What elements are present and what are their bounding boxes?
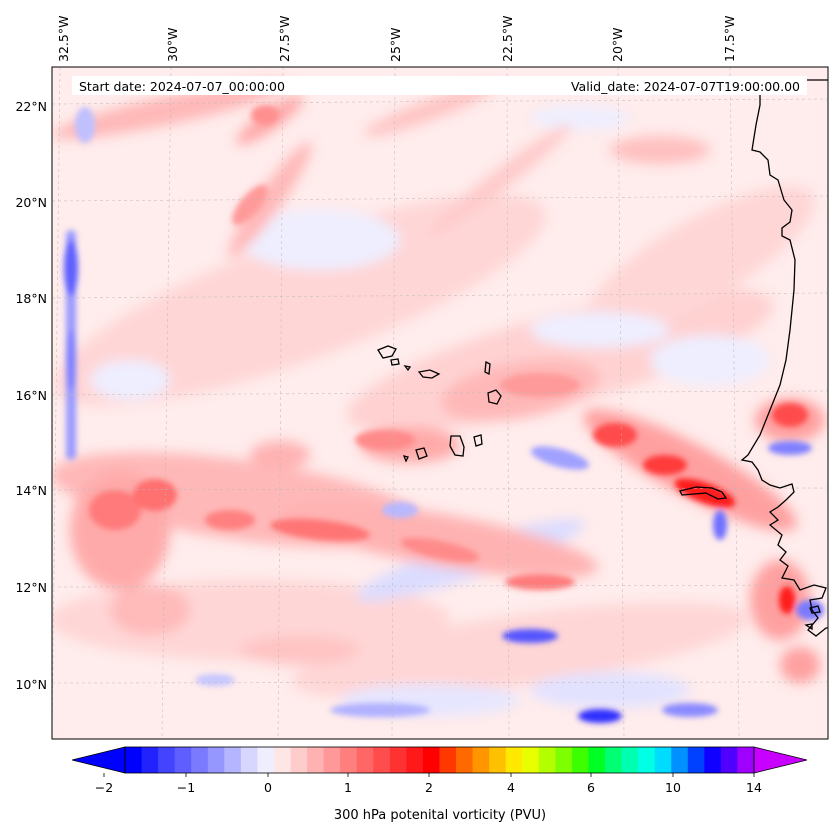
valid-date-label: Valid_date: 2024-07-07T19:00:00.00 bbox=[571, 79, 800, 94]
african-coastline bbox=[740, 79, 828, 637]
island-santo-antao bbox=[377, 345, 397, 359]
colorbar-segment bbox=[389, 747, 407, 773]
lat-label: 22°N bbox=[15, 99, 47, 114]
colorbar-segment bbox=[654, 747, 672, 773]
colorbar-segment bbox=[671, 747, 689, 773]
start-date-label: Start date: 2024-07-07_00:00:00 bbox=[79, 79, 285, 94]
colorbar-tick-label: 0 bbox=[264, 780, 272, 795]
colorbar-segment bbox=[240, 747, 259, 773]
colorbar-segment bbox=[257, 747, 275, 773]
colorbar-segment bbox=[687, 747, 705, 773]
colorbar-segment bbox=[323, 747, 341, 773]
colorbar-segment bbox=[406, 747, 424, 773]
colorbar-segment bbox=[340, 747, 358, 773]
latitude-labels: 22°N 20°N 18°N 16°N 14°N 12°N 10°N bbox=[15, 99, 47, 692]
colorbar-segment bbox=[207, 747, 225, 773]
island-boa-vista bbox=[487, 389, 502, 405]
colorbar-tick-label: 14 bbox=[746, 780, 762, 795]
map-frame bbox=[51, 66, 829, 740]
lon-label: 32.5°W bbox=[56, 16, 71, 62]
island-sal bbox=[484, 360, 491, 376]
lon-label: 25°W bbox=[388, 27, 403, 62]
colorbar-tick-label: 1 bbox=[344, 780, 352, 795]
colorbar-segment bbox=[720, 747, 739, 773]
colorbar-segment bbox=[356, 747, 374, 773]
lon-label: 22.5°W bbox=[500, 16, 515, 62]
colorbar-segment bbox=[489, 747, 507, 773]
lon-label: 30°W bbox=[165, 27, 180, 62]
island-bissagos bbox=[809, 605, 821, 614]
island-sao-vicente bbox=[390, 358, 400, 366]
colorbar-segment bbox=[158, 747, 176, 773]
colorbar-segment bbox=[373, 747, 391, 773]
coastlines bbox=[377, 79, 828, 637]
island-santa-luzia bbox=[403, 365, 412, 372]
colorbar-segment bbox=[522, 747, 540, 773]
colorbar-segment bbox=[588, 747, 606, 773]
colorbar-ticks: −2 −1 0 1 2 4 6 10 14 bbox=[95, 773, 762, 795]
colorbar-segment bbox=[174, 747, 192, 773]
colorbar-tick-label: 10 bbox=[665, 780, 681, 795]
colorbar-segment bbox=[472, 747, 490, 773]
colorbar-segment bbox=[555, 747, 573, 773]
colorbar-segment bbox=[737, 747, 755, 773]
colorbar-segments bbox=[125, 747, 755, 773]
colorbar-segment bbox=[704, 747, 722, 773]
lat-label: 16°N bbox=[15, 388, 47, 403]
colorbar: −2 −1 0 1 2 4 6 10 14 bbox=[71, 746, 808, 795]
vorticity-field bbox=[52, 67, 828, 739]
colorbar-segment bbox=[191, 747, 209, 773]
colorbar-segment bbox=[605, 747, 623, 773]
lat-label: 14°N bbox=[15, 483, 47, 498]
colorbar-tick-label: 4 bbox=[507, 780, 515, 795]
colorbar-segment bbox=[141, 747, 159, 773]
island-santiago bbox=[449, 435, 465, 457]
colorbar-frame bbox=[124, 746, 755, 774]
colorbar-segment bbox=[273, 747, 292, 773]
map-panel: Start date: 2024-07-07_00:00:00 Valid_da… bbox=[51, 66, 829, 740]
colorbar-tick-label: −2 bbox=[95, 780, 113, 795]
colorbar-segment bbox=[621, 747, 639, 773]
gambia-outline bbox=[679, 486, 728, 500]
colorbar-segment bbox=[538, 747, 556, 773]
longitude-labels: 32.5°W 30°W 27.5°W 25°W 22.5°W 20°W 17.5… bbox=[56, 16, 737, 62]
colorbar-segment bbox=[638, 747, 656, 773]
island-fogo bbox=[415, 447, 428, 460]
header-box bbox=[72, 76, 807, 95]
colorbar-segment bbox=[290, 747, 308, 773]
colorbar-tick-label: 2 bbox=[425, 780, 433, 795]
lat-label: 18°N bbox=[15, 291, 47, 306]
colorbar-segment bbox=[439, 747, 457, 773]
island-maio bbox=[473, 434, 483, 447]
colorbar-segment bbox=[125, 747, 143, 773]
lon-label: 27.5°W bbox=[277, 16, 292, 62]
island-bissagos-2 bbox=[804, 623, 813, 631]
colorbar-label: 300 hPa potenital vorticity (PVU) bbox=[333, 808, 547, 823]
colorbar-segment bbox=[307, 747, 325, 773]
island-sao-nicolau bbox=[417, 369, 441, 379]
colorbar-tick-label: 6 bbox=[587, 780, 595, 795]
colorbar-segment bbox=[422, 747, 441, 773]
colorbar-under-triangle bbox=[71, 746, 126, 774]
colorbar-segment bbox=[456, 747, 474, 773]
lon-label: 17.5°W bbox=[722, 16, 737, 62]
gridlines bbox=[52, 67, 828, 739]
colorbar-segment bbox=[224, 747, 242, 773]
lon-label: 20°W bbox=[610, 27, 625, 62]
island-brava bbox=[402, 455, 409, 463]
colorbar-segment bbox=[505, 747, 523, 773]
lat-label: 12°N bbox=[15, 580, 47, 595]
colorbar-tick-label: −1 bbox=[177, 780, 195, 795]
colorbar-segment bbox=[571, 747, 590, 773]
colorbar-over-triangle bbox=[753, 746, 808, 774]
lat-label: 10°N bbox=[15, 677, 47, 692]
lat-label: 20°N bbox=[15, 195, 47, 210]
